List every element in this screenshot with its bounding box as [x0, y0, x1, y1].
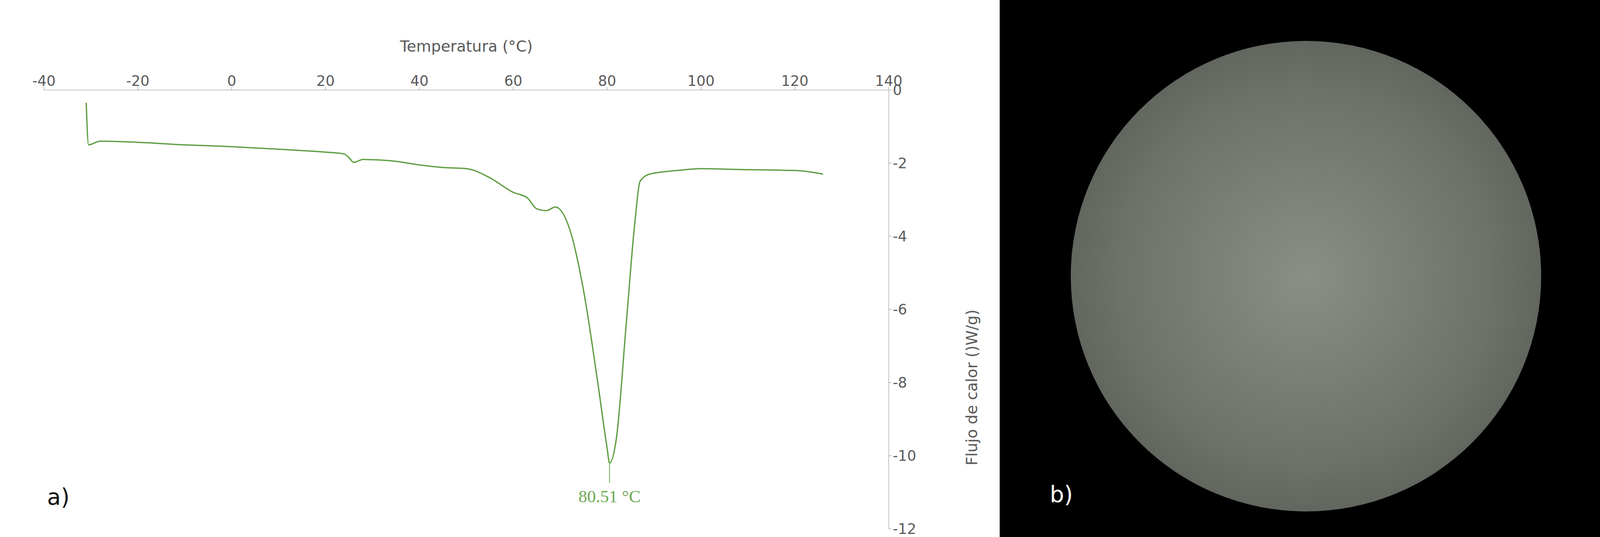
svg-text:140: 140: [875, 72, 903, 90]
svg-text:-8: -8: [892, 374, 908, 392]
svg-text:40: 40: [410, 72, 429, 90]
svg-text:0: 0: [892, 81, 903, 99]
svg-text:0: 0: [227, 72, 237, 90]
svg-text:-6: -6: [892, 301, 908, 319]
svg-text:Temperatura (°C): Temperatura (°C): [399, 37, 533, 56]
svg-text:-4: -4: [892, 228, 908, 245]
svg-text:Flujo de calor ()W/g): Flujo de calor ()W/g): [962, 309, 981, 466]
svg-text:-20: -20: [126, 72, 150, 90]
svg-text:100: 100: [687, 72, 715, 90]
svg-text:120: 120: [781, 72, 809, 90]
svg-text:-40: -40: [32, 72, 56, 90]
svg-text:-2: -2: [892, 154, 908, 172]
svg-text:-12: -12: [892, 520, 917, 537]
svg-text:80.51 °C: 80.51 °C: [578, 486, 641, 506]
html-text:a): a): [47, 483, 70, 510]
svg-text:80: 80: [598, 72, 617, 90]
svg-text:60: 60: [504, 72, 523, 90]
svg-text:-10: -10: [892, 447, 917, 465]
svg-text:20: 20: [316, 72, 335, 90]
html-text:b): b): [1049, 481, 1073, 508]
